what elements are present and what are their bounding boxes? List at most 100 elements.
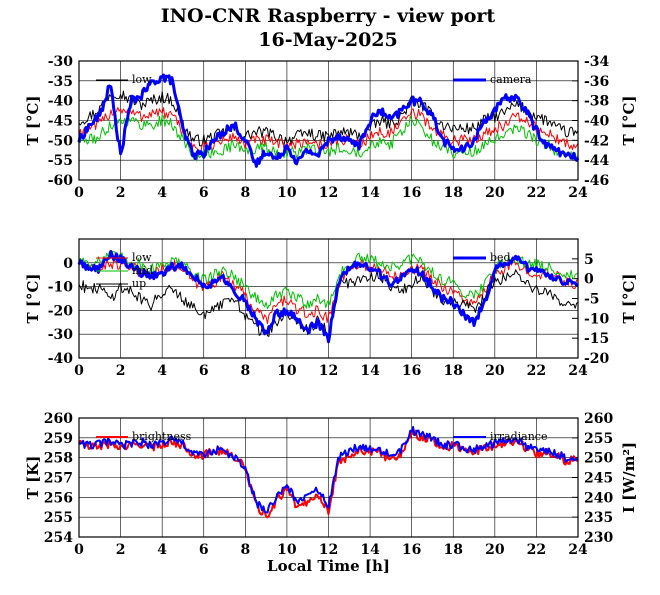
y-tick-label-left: -35 xyxy=(48,74,73,90)
y-tick-label-left: 258 xyxy=(44,451,73,467)
y-tick-label-left: 259 xyxy=(44,431,73,447)
plot-frame xyxy=(78,238,579,359)
y-tick-label-right: -46 xyxy=(584,173,609,189)
plot-frame xyxy=(78,60,579,181)
y-tick-label-left: -30 xyxy=(48,54,74,70)
legend-label: low xyxy=(132,73,152,86)
x-axis-label: Local Time [h] xyxy=(267,557,390,575)
x-tick-label: 24 xyxy=(568,185,588,201)
x-tick-label: 14 xyxy=(360,185,380,201)
y-tick-label-right: -5 xyxy=(584,292,600,308)
x-tick-label: 2 xyxy=(116,542,126,558)
x-tick-label: 24 xyxy=(568,542,588,558)
chart-panel: 0 2 4 6 8 10 12 14 16 18 20 22 242542552562572582592… xyxy=(24,411,638,575)
x-tick-label: 16 xyxy=(402,185,421,201)
y-tick-label-left: 255 xyxy=(44,510,73,526)
y-axis-label-left: T [°C] xyxy=(24,273,42,323)
chart-title: INO-CNR Raspberry - view port xyxy=(161,5,496,27)
x-tick-label: 14 xyxy=(360,542,380,558)
x-tick-label: 8 xyxy=(240,542,250,558)
x-tick-label: 18 xyxy=(444,363,463,379)
y-axis-label-left: T [°C] xyxy=(24,95,42,145)
x-tick-label: 12 xyxy=(319,363,338,379)
x-tick-label: 12 xyxy=(319,185,338,201)
legend-label: irradiance xyxy=(490,430,547,443)
x-tick-label: 16 xyxy=(402,542,421,558)
x-tick-label: 10 xyxy=(277,185,297,201)
y-axis-label-left: T [K] xyxy=(24,456,42,500)
y-tick-label-left: -10 xyxy=(48,280,74,296)
y-tick-label-left: -20 xyxy=(48,303,74,319)
x-tick-label: 4 xyxy=(157,363,167,379)
legend-label: low xyxy=(132,251,152,264)
x-tick-label: 4 xyxy=(157,542,167,558)
y-tick-label-left: 254 xyxy=(44,530,73,546)
x-tick-label: 2 xyxy=(116,185,126,201)
x-tick-label: 20 xyxy=(485,185,505,201)
x-tick-label: 6 xyxy=(199,542,209,558)
series-line-camera xyxy=(77,73,580,168)
y-tick-label-right: 235 xyxy=(584,510,613,526)
series-line-irradiance xyxy=(78,426,579,514)
y-axis-label-right: I [W/m²] xyxy=(620,442,638,513)
series-line-bed xyxy=(77,250,579,344)
series-line-low xyxy=(78,90,579,147)
y-tick-label-right: -10 xyxy=(584,311,610,327)
plot-frame xyxy=(78,417,579,538)
y-tick-label-left: -40 xyxy=(48,351,74,367)
x-tick-label: 14 xyxy=(360,363,380,379)
y-tick-label-left: 256 xyxy=(44,490,73,506)
y-tick-label-right: -38 xyxy=(584,94,609,110)
chart-panel: 0 2 4 6 8 10 12 14 16 18 20 22 24-60-55-50-45-40-35-… xyxy=(24,54,638,201)
series-line-brightness xyxy=(78,429,579,519)
x-tick-label: 2 xyxy=(116,363,126,379)
x-tick-label: 8 xyxy=(240,363,250,379)
y-tick-label-right: -34 xyxy=(584,54,610,70)
x-tick-label: 18 xyxy=(444,185,463,201)
y-axis-label-right: T [°C] xyxy=(620,95,638,145)
y-tick-label-left: -45 xyxy=(48,114,73,130)
y-tick-label-right: -20 xyxy=(584,351,610,367)
legend-label: up xyxy=(132,277,146,290)
x-tick-label: 12 xyxy=(319,542,338,558)
x-tick-label: 10 xyxy=(277,363,297,379)
x-tick-label: 16 xyxy=(402,363,421,379)
y-tick-label-right: -44 xyxy=(584,153,610,169)
y-tick-label-right: -42 xyxy=(584,133,609,149)
x-tick-label: 6 xyxy=(199,363,209,379)
y-tick-label-right: -40 xyxy=(584,114,610,130)
x-tick-label: 22 xyxy=(527,542,546,558)
y-tick-label-left: -30 xyxy=(48,327,74,343)
x-tick-label: 0 xyxy=(74,185,84,201)
y-tick-label-left: -60 xyxy=(48,173,74,189)
x-tick-label: 22 xyxy=(527,363,546,379)
y-tick-label-left: 257 xyxy=(44,471,73,487)
x-tick-label: 22 xyxy=(527,185,546,201)
y-tick-label-right: 0 xyxy=(584,272,594,288)
y-tick-label-right: 260 xyxy=(584,411,613,427)
y-tick-label-right: -15 xyxy=(584,331,609,347)
chart-panel: 0 2 4 6 8 10 12 14 16 18 20 22 24-40-30-20-100-20-15… xyxy=(24,238,638,379)
x-tick-label: 20 xyxy=(485,542,505,558)
series-line-green xyxy=(78,114,579,162)
x-tick-label: 20 xyxy=(485,363,505,379)
y-tick-label-right: 240 xyxy=(584,490,613,506)
x-tick-label: 4 xyxy=(157,185,167,201)
chart-subtitle: 16-May-2025 xyxy=(258,29,397,51)
y-tick-label-right: -36 xyxy=(584,74,609,90)
y-axis-label-right: T [°C] xyxy=(620,273,638,323)
y-tick-label-right: 230 xyxy=(584,530,613,546)
y-tick-label-left: -55 xyxy=(48,153,73,169)
x-tick-label: 6 xyxy=(199,185,209,201)
x-tick-label: 10 xyxy=(277,542,297,558)
legend-label: brightness xyxy=(132,430,192,443)
y-tick-label-left: 0 xyxy=(63,256,73,272)
y-tick-label-right: 250 xyxy=(584,451,613,467)
y-tick-label-left: -40 xyxy=(48,94,74,110)
x-tick-label: 18 xyxy=(444,542,463,558)
y-tick-label-left: -50 xyxy=(48,133,74,149)
y-tick-label-left: 260 xyxy=(44,411,73,427)
legend-label: mid xyxy=(132,264,153,277)
legend-label: bed xyxy=(490,251,511,264)
